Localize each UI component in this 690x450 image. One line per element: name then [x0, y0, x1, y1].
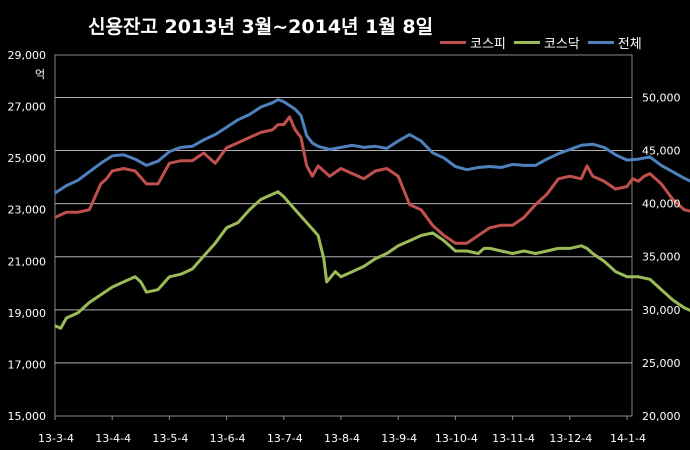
- right-axis: 20,000 25,000 30,000 35,000 40,000 45,000 50,0…: [642, 91, 681, 423]
- legend-label-kosdaq: 코스닥: [543, 37, 580, 52]
- right-tick-label: 50,000: [642, 91, 681, 104]
- x-tick-label: 13-5-4: [152, 432, 188, 445]
- right-tick-label: 20,000: [642, 410, 681, 423]
- series-line-2: [54, 98, 690, 195]
- x-tick-label: 13-3-4: [38, 432, 74, 445]
- x-tick-label: 13-12-4: [549, 432, 592, 445]
- left-tick-label: 23,000: [8, 204, 47, 217]
- left-tick-label: 27,000: [8, 101, 47, 114]
- series-line-1: [54, 190, 690, 330]
- left-axis-unit: 억: [35, 68, 46, 81]
- left-tick-label: 15,000: [8, 410, 47, 423]
- right-tick-label: 25,000: [642, 357, 681, 370]
- plot-area: [54, 54, 633, 417]
- legend-item-kospi: 코스피: [440, 33, 506, 52]
- left-tick-label: 17,000: [8, 358, 47, 371]
- chart-title: 신용잔고 2013년 3월~2014년 1월 8일: [88, 16, 434, 38]
- left-tick-label: 21,000: [8, 255, 47, 268]
- x-tick-label: 13-8-4: [324, 432, 360, 445]
- right-tick-label: 35,000: [642, 251, 681, 264]
- right-tick-label: 40,000: [642, 198, 681, 211]
- legend-label-kospi: 코스피: [470, 37, 506, 52]
- left-axis: 15,000 17,000 19,000 21,000 23,000 25,000 27,0…: [8, 49, 47, 423]
- series-line-0: [54, 115, 690, 245]
- x-tick-label: 13-4-4: [95, 432, 131, 445]
- left-tick-label: 25,000: [8, 152, 47, 165]
- legend-swatch-kospi: [440, 41, 466, 44]
- x-tick-label: 13-7-4: [267, 432, 303, 445]
- legend-swatch-total: [587, 41, 614, 44]
- legend-swatch-kosdaq: [513, 41, 540, 44]
- x-tick-label: 13-11-4: [492, 432, 535, 445]
- legend-label-total: 전체: [617, 37, 642, 52]
- x-axis: 13-3-4 13-4-4 13-5-4 13-6-4 13-7-4 13-8-4 13-9…: [38, 416, 646, 445]
- legend: 코스피 코스닥 전체: [440, 33, 642, 52]
- left-tick-label: 19,000: [8, 307, 47, 320]
- right-tick-label: 45,000: [642, 145, 681, 158]
- x-tick-label: 13-6-4: [210, 432, 246, 445]
- legend-item-total: 전체: [587, 33, 642, 52]
- legend-item-kosdaq: 코스닥: [513, 33, 580, 52]
- right-tick-label: 30,000: [642, 304, 681, 317]
- grid: [54, 54, 633, 417]
- left-tick-label: 29,000: [8, 49, 47, 62]
- x-tick-label: 14-1-4: [610, 432, 646, 445]
- series-lines: [54, 98, 690, 330]
- x-tick-label: 13-10-4: [435, 432, 478, 445]
- x-tick-label: 13-9-4: [381, 432, 417, 445]
